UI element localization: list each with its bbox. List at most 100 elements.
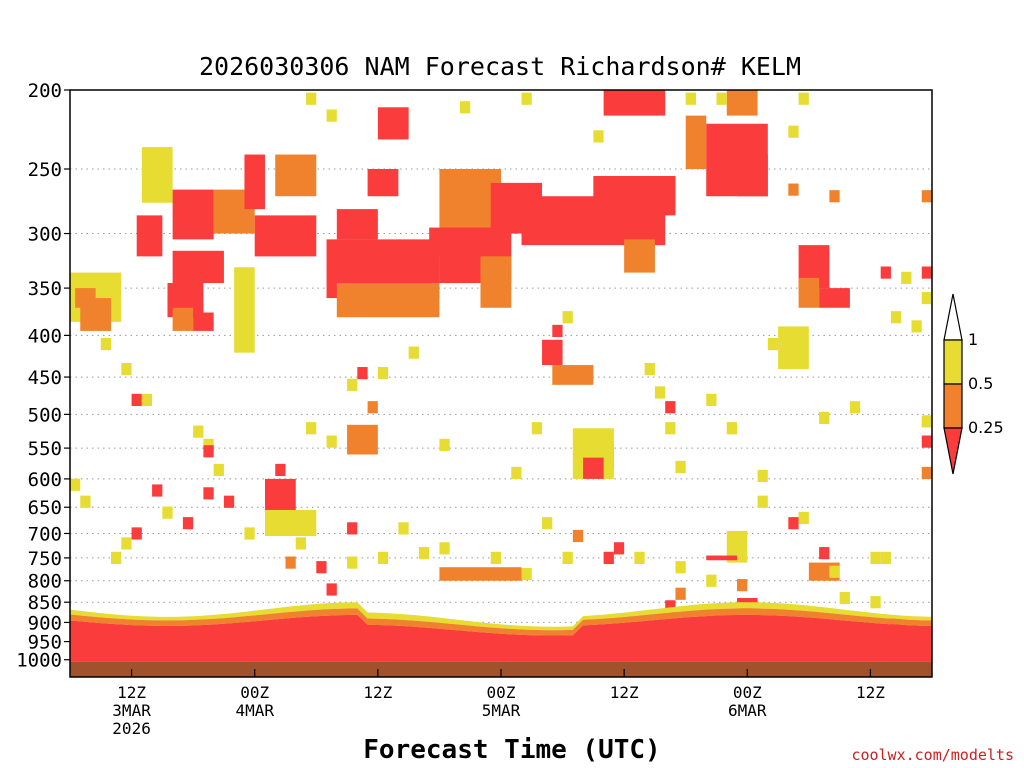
- ri-cell-22: [193, 425, 204, 438]
- ri-cell-47: [767, 338, 779, 351]
- ri-cell-85: [757, 495, 768, 508]
- ri-cell-81: [634, 551, 645, 564]
- ri-cell-94: [665, 600, 676, 613]
- boundary-band-o: [70, 608, 932, 636]
- colorbar-label-0.25: 0.25: [968, 418, 1004, 437]
- ri-cell-28: [326, 435, 337, 448]
- ri-cell-53: [70, 478, 81, 491]
- ri-cell-48: [819, 411, 830, 424]
- ri-cell-67: [326, 583, 337, 596]
- y-tick-label-900: 900: [28, 612, 62, 634]
- boundary-band-r: [70, 614, 932, 662]
- ri-cell-80: [613, 542, 625, 555]
- ri-region-31: [737, 154, 768, 197]
- ri-cell-76: [542, 517, 553, 530]
- ri-cell-12: [880, 266, 891, 279]
- colorbar-legend: 1 0.5 0.25: [943, 293, 1004, 475]
- ri-cell-56: [131, 527, 142, 540]
- ri-cell-3: [521, 92, 532, 105]
- ri-region-46: [726, 530, 748, 563]
- ri-region-26: [593, 176, 676, 216]
- chart-title: 2026030306 NAM Forecast Richardson# KELM: [199, 52, 801, 81]
- ri-region-35: [798, 277, 820, 308]
- ri-cell-84: [737, 579, 748, 592]
- x-tick-label-3-1: 5MAR: [482, 701, 521, 720]
- ri-cell-44: [706, 393, 717, 406]
- boundary-band-y: [70, 602, 932, 631]
- ri-cell-10: [829, 190, 840, 203]
- ri-cell-64: [295, 537, 307, 550]
- ri-cell-52: [921, 466, 932, 480]
- ri-cell-5: [685, 92, 696, 105]
- ri-cell-66: [316, 561, 327, 574]
- ri-cell-55: [152, 484, 163, 497]
- y-tick-label-400: 400: [28, 325, 62, 347]
- ri-cell-93: [675, 587, 686, 600]
- ri-region-18: [367, 168, 399, 197]
- ri-cell-45: [726, 422, 738, 435]
- x-tick-label-0-0: 12Z: [117, 683, 146, 702]
- y-tick-label-200: 200: [28, 80, 62, 102]
- ri-cell-62: [223, 495, 235, 508]
- ri-cell-96: [870, 596, 881, 609]
- x-tick-label-3-0: 00Z: [487, 683, 516, 702]
- ri-cell-11: [921, 190, 932, 203]
- ri-cell-18: [100, 338, 112, 351]
- ri-cell-63: [244, 527, 255, 540]
- ri-cell-69: [377, 551, 389, 564]
- ri-cell-34: [439, 438, 450, 451]
- x-tick-label-5-1: 6MAR: [728, 701, 767, 720]
- ri-cell-31: [367, 401, 378, 414]
- y-tick-label-350: 350: [28, 278, 62, 300]
- x-tick-label-0-1: 3MAR: [112, 701, 151, 720]
- ri-cell-35: [511, 466, 522, 480]
- ri-region-3: [136, 215, 163, 257]
- y-tick-label-550: 550: [28, 438, 62, 460]
- ri-cell-2: [459, 101, 471, 114]
- ri-region-19: [377, 107, 409, 140]
- ri-cell-70: [347, 522, 358, 535]
- x-tick-label-1-1: 4MAR: [235, 701, 274, 720]
- ri-region-41: [583, 457, 604, 479]
- colorbar-bottom-triangle: [943, 427, 963, 475]
- ri-cell-1: [326, 109, 337, 122]
- y-tick-label-650: 650: [28, 497, 62, 519]
- y-tick-label-250: 250: [28, 159, 62, 181]
- ri-region-16: [336, 209, 378, 240]
- ri-cell-33: [408, 346, 419, 359]
- credit-text: coolwx.com/modelts: [851, 746, 1014, 764]
- x-tick-label-2-0: 12Z: [363, 683, 392, 702]
- x-tick-label-5-0: 00Z: [733, 683, 762, 702]
- ri-region-10: [75, 288, 96, 308]
- ri-cell-30: [357, 367, 368, 380]
- y-tick-label-500: 500: [28, 404, 62, 426]
- ri-cell-20: [131, 393, 142, 406]
- ri-region-28: [624, 239, 655, 273]
- ri-cell-91: [880, 551, 891, 564]
- y-axis: 200 250 300 350 400 450 500 550 600 650 700 7508008…: [16, 80, 70, 672]
- ri-cell-61: [203, 487, 214, 500]
- ri-cell-50: [921, 415, 932, 428]
- ri-region-27: [603, 90, 666, 116]
- ri-cell-65: [285, 556, 296, 569]
- colorbar-segment-0.25-0.5: [943, 383, 963, 429]
- ri-region-13: [254, 215, 317, 257]
- ri-cell-58: [111, 551, 122, 564]
- ri-cell-54: [80, 495, 91, 508]
- ri-region-12: [244, 154, 265, 210]
- richardson-cells: [70, 90, 932, 629]
- y-tick-label-700: 700: [28, 523, 62, 545]
- y-tick-label-750: 750: [28, 548, 62, 570]
- ri-cell-73: [439, 542, 450, 555]
- ri-region-23: [480, 256, 512, 308]
- ri-cell-26: [275, 463, 286, 477]
- ri-cell-21: [141, 393, 153, 406]
- ri-cell-17: [911, 320, 922, 333]
- ri-cell-68: [347, 556, 358, 569]
- ri-cell-14: [901, 271, 912, 284]
- ri-cell-6: [716, 92, 727, 105]
- boundary-layer-bands: [70, 602, 932, 662]
- ri-cell-74: [490, 551, 501, 564]
- ri-cell-24: [213, 463, 224, 477]
